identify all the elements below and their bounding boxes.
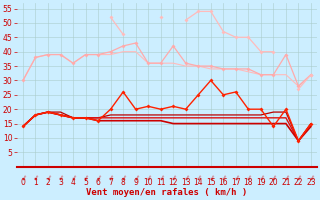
Text: ↓: ↓ xyxy=(132,175,140,183)
Text: ↓: ↓ xyxy=(69,175,77,183)
Text: ↓: ↓ xyxy=(219,175,227,183)
Text: ↓: ↓ xyxy=(232,175,240,183)
Text: ↓: ↓ xyxy=(282,175,290,183)
Text: ↓: ↓ xyxy=(194,175,202,183)
Text: ↓: ↓ xyxy=(144,175,152,183)
Text: ↓: ↓ xyxy=(257,175,265,183)
Text: ↓: ↓ xyxy=(56,175,65,183)
Text: ↓: ↓ xyxy=(94,175,102,183)
Text: ↓: ↓ xyxy=(107,175,115,183)
Text: ↓: ↓ xyxy=(294,175,302,183)
Text: ↓: ↓ xyxy=(307,175,315,183)
Text: ↓: ↓ xyxy=(269,175,277,183)
Text: ↓: ↓ xyxy=(207,175,215,183)
Text: ↓: ↓ xyxy=(82,175,90,183)
Text: ↓: ↓ xyxy=(157,175,165,183)
Text: ↓: ↓ xyxy=(244,175,252,183)
Text: ↓: ↓ xyxy=(31,175,40,183)
X-axis label: Vent moyen/en rafales ( km/h ): Vent moyen/en rafales ( km/h ) xyxy=(86,188,248,197)
Text: ↓: ↓ xyxy=(182,175,190,183)
Text: ↓: ↓ xyxy=(19,175,27,183)
Text: ↓: ↓ xyxy=(169,175,177,183)
Text: ↓: ↓ xyxy=(119,175,127,183)
Text: ↓: ↓ xyxy=(44,175,52,183)
